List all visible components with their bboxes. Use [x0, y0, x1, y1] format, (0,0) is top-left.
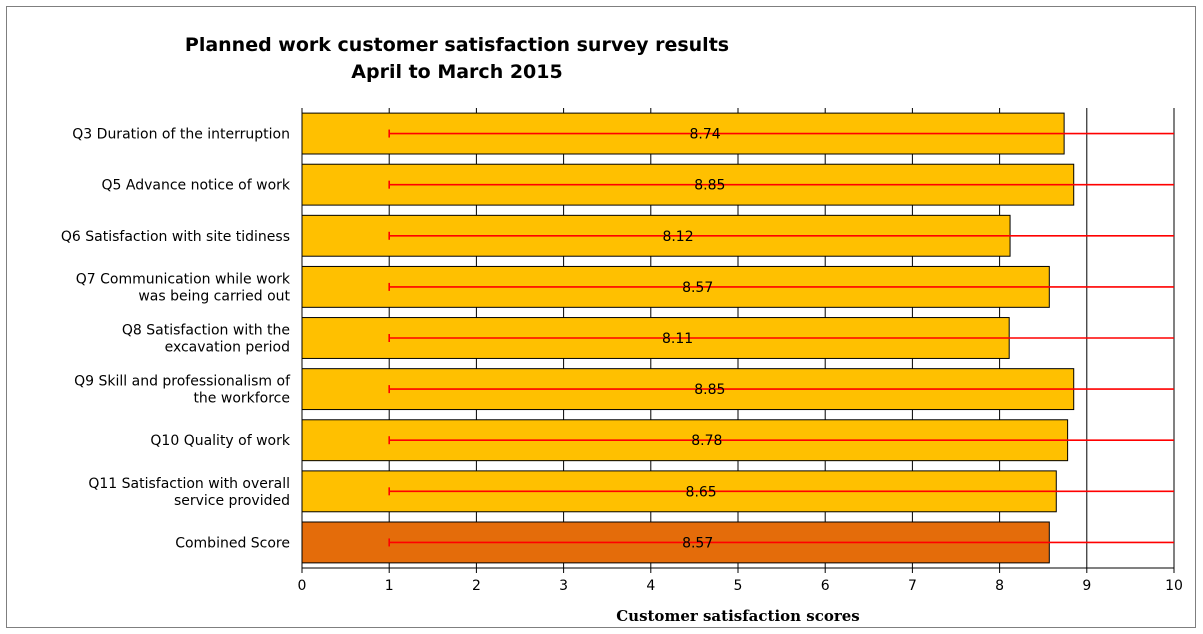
- data-labels: 8.74 8.85 8.12 8.57 8.11 8.85 8.78 8.65 8.57: [662, 127, 725, 552]
- category-label: Q7 Communication while work was being car…: [76, 271, 291, 304]
- category-label: Combined Score: [175, 535, 290, 551]
- chart-title: Planned work customer satisfaction surve…: [185, 34, 729, 56]
- x-tick-labels: 0 1 2 3 4 5 6 7 8 9 10: [298, 578, 1183, 594]
- x-tick-label: 1: [385, 578, 394, 594]
- x-tick-label: 0: [298, 578, 307, 594]
- x-tick-label: 6: [821, 578, 830, 594]
- x-tick-label: 10: [1165, 578, 1183, 594]
- x-tick-label: 8: [995, 578, 1004, 594]
- chart-frame: Planned work customer satisfaction surve…: [6, 6, 1196, 628]
- data-label: 8.85: [694, 382, 725, 398]
- category-label: Q3 Duration of the interruption: [72, 127, 290, 143]
- chart-subtitle: April to March 2015: [351, 61, 562, 83]
- chart: Planned work customer satisfaction surve…: [61, 34, 1183, 625]
- data-label: 8.12: [662, 229, 693, 245]
- category-label: Q8 Satisfaction with the excavation perio…: [122, 323, 290, 356]
- category-label: Q6 Satisfaction with site tidiness: [61, 229, 290, 245]
- data-label: 8.65: [686, 484, 717, 500]
- data-label: 8.57: [682, 280, 713, 296]
- category-label: Q10 Quality of work: [150, 433, 290, 449]
- category-labels: Q3 Duration of the interruption Q5 Advanc…: [61, 127, 291, 552]
- data-label: 8.78: [691, 433, 722, 449]
- data-label: 8.11: [662, 331, 693, 347]
- error-bars: [388, 129, 1174, 547]
- x-tick-label: 7: [908, 578, 917, 594]
- category-label: Q11 Satisfaction with overall service pro…: [88, 476, 290, 509]
- category-label: Q5 Advance notice of work: [102, 178, 291, 194]
- x-tick-label: 4: [646, 578, 655, 594]
- data-label: 8.57: [682, 535, 713, 551]
- x-axis-title: Customer satisfaction scores: [616, 607, 860, 625]
- data-label: 8.74: [689, 127, 720, 143]
- data-label: 8.85: [694, 178, 725, 194]
- x-tick-label: 3: [559, 578, 568, 594]
- x-tick-label: 5: [734, 578, 743, 594]
- x-tick-label: 2: [472, 578, 481, 594]
- x-tick-label: 9: [1082, 578, 1091, 594]
- category-label: Q9 Skill and professionalism of the workf…: [74, 374, 291, 407]
